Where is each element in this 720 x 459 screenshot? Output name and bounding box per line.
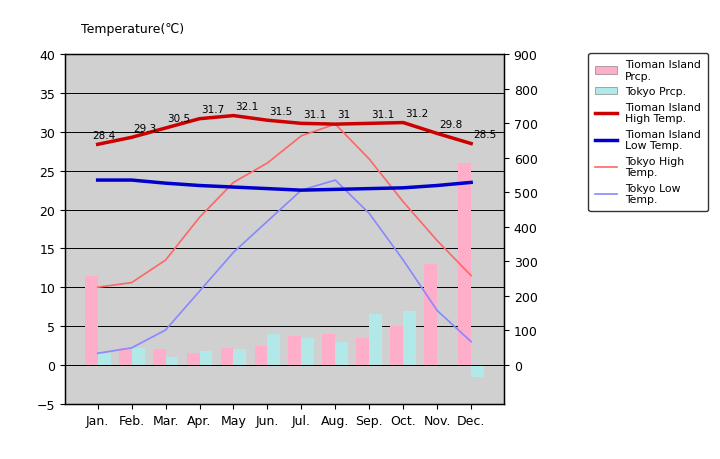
Legend: Tioman Island
Prcp., Tokyo Prcp., Tioman Island
High Temp., Tioman Island
Low Te: Tioman Island Prcp., Tokyo Prcp., Tioman… — [588, 54, 708, 211]
Bar — [220, 348, 233, 365]
Bar — [390, 326, 403, 365]
Bar — [403, 311, 416, 365]
Bar — [356, 338, 369, 365]
Text: 32.1: 32.1 — [235, 102, 258, 112]
Bar — [336, 342, 348, 365]
Text: 31: 31 — [337, 110, 350, 120]
Text: 28.4: 28.4 — [93, 130, 116, 140]
Bar — [267, 334, 280, 365]
Bar — [166, 358, 179, 365]
Bar — [186, 353, 199, 365]
Text: 31.1: 31.1 — [371, 109, 395, 119]
Bar — [153, 350, 166, 365]
Bar — [458, 163, 471, 365]
Bar — [471, 365, 484, 377]
Text: 31.1: 31.1 — [303, 109, 326, 119]
Bar — [199, 351, 212, 365]
Bar — [98, 353, 111, 365]
Text: 31.2: 31.2 — [405, 109, 428, 118]
Text: 29.3: 29.3 — [133, 123, 156, 134]
Bar — [302, 338, 314, 365]
Bar — [424, 264, 437, 365]
Bar — [85, 276, 98, 365]
Text: 31.7: 31.7 — [201, 105, 225, 115]
Text: 28.5: 28.5 — [473, 129, 496, 140]
Bar — [369, 315, 382, 365]
Text: 30.5: 30.5 — [167, 114, 190, 124]
Bar — [233, 350, 246, 365]
Text: 31.5: 31.5 — [269, 106, 292, 116]
Bar — [119, 348, 132, 365]
Text: 29.8: 29.8 — [439, 119, 462, 129]
Bar — [132, 348, 145, 365]
Bar — [255, 346, 267, 365]
Text: Temperature(℃): Temperature(℃) — [81, 23, 184, 36]
Bar — [289, 336, 302, 365]
Bar — [323, 334, 336, 365]
